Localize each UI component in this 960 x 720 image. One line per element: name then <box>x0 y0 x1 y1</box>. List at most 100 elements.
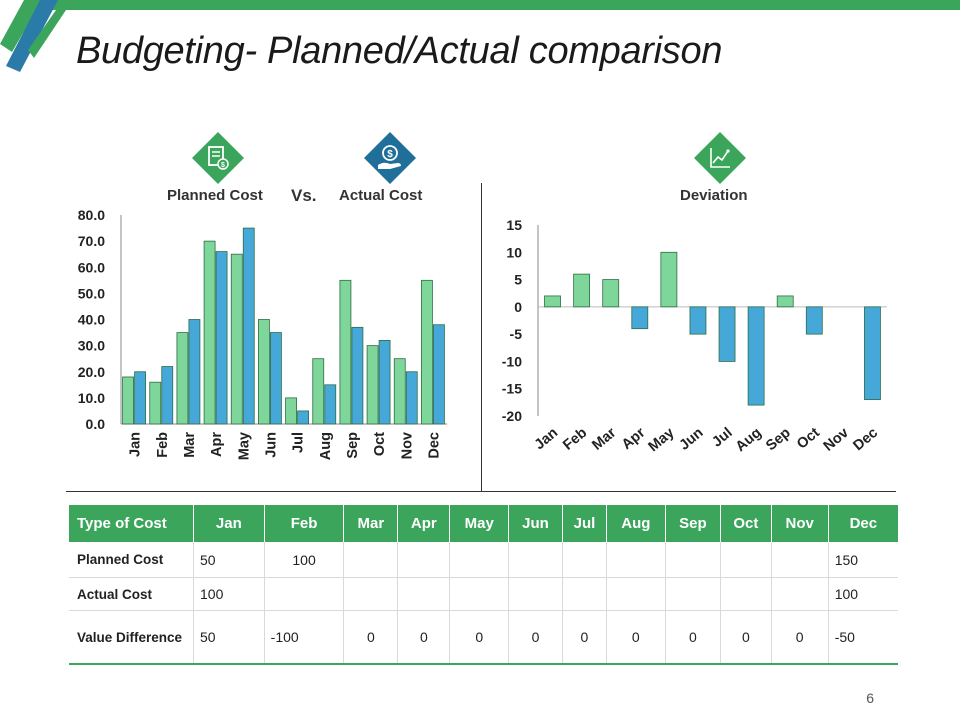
x-tick-label: Jun <box>263 432 279 458</box>
table-cell: 0 <box>397 610 451 665</box>
planned-cost-bar <box>230 253 243 425</box>
actual-cost-bar <box>324 384 337 425</box>
table-cell: 0 <box>508 610 563 665</box>
y-tick-label: 70.0 <box>78 233 105 249</box>
table-cell <box>508 542 563 578</box>
actual-cost-bar <box>161 366 174 425</box>
y-tick-label: -5 <box>510 326 523 342</box>
table-header-month: Feb <box>264 505 345 542</box>
planned-cost-bar <box>421 279 433 425</box>
vs-caption: Vs. <box>291 186 317 205</box>
table-cell <box>720 577 772 611</box>
actual-cost-bar <box>134 371 146 425</box>
y-tick-label: 0 <box>514 299 522 315</box>
y-tick-label: 80.0 <box>78 207 105 223</box>
x-tick-label: Mar <box>589 425 619 454</box>
invoice-dollar-icon: $ <box>192 132 244 184</box>
x-tick-label: Oct <box>794 425 823 453</box>
y-tick-label: 20.0 <box>78 364 105 380</box>
table-cell <box>606 542 666 578</box>
page-number: 6 <box>866 690 874 706</box>
x-tick-label: Feb <box>560 425 590 454</box>
table-cell <box>606 577 666 611</box>
table-cell <box>720 542 772 578</box>
y-tick-label: -10 <box>502 353 522 369</box>
table-header-type: Type of Cost <box>69 505 194 542</box>
planned-cost-bar <box>203 240 216 425</box>
header-decoration <box>0 0 960 72</box>
y-tick-label: 0.0 <box>86 416 106 432</box>
x-tick-label: Jul <box>291 432 307 453</box>
y-tick-label: -20 <box>502 408 522 424</box>
table-cell: -100 <box>264 610 345 665</box>
actual-cost-bar <box>351 326 364 425</box>
planned-cost-bar <box>122 376 134 425</box>
header-blue-stripe <box>6 0 58 72</box>
x-tick-label: Apr <box>619 425 649 454</box>
y-tick-label: 60.0 <box>78 259 105 275</box>
table-header-month: Mar <box>343 505 399 542</box>
table-row: Actual Cost 100 100 <box>69 577 898 611</box>
table-row-label: Planned Cost <box>69 542 194 578</box>
x-tick-label: Jul <box>709 425 735 451</box>
x-tick-label: Oct <box>372 432 388 456</box>
table-cell: 150 <box>828 542 898 578</box>
page-title: Budgeting- Planned/Actual comparison <box>76 30 723 72</box>
y-tick-label: 10 <box>506 244 522 260</box>
table-cell: 0 <box>343 610 399 665</box>
deviation-bar <box>776 295 794 308</box>
x-tick-label: Aug <box>733 425 765 455</box>
planned-cost-bar <box>393 358 406 425</box>
svg-text:$: $ <box>221 162 225 169</box>
svg-text:$: $ <box>387 149 393 160</box>
y-tick-label: 15 <box>506 217 522 233</box>
deviation-bar <box>602 279 620 308</box>
table-header-month: Aug <box>606 505 666 542</box>
deviation-bar <box>631 306 649 330</box>
table-cell <box>665 577 722 611</box>
table-row: Value Difference 50 -100 0 0 0 0 0 0 0 0 0 -50 <box>69 610 898 665</box>
table-cell: 0 <box>562 610 608 665</box>
planned-cost-bar <box>312 358 325 425</box>
table-cell: 0 <box>771 610 829 665</box>
x-tick-label: Sep <box>763 425 794 454</box>
horizontal-divider <box>66 491 896 492</box>
table-cell <box>343 577 399 611</box>
actual-cost-bar <box>297 410 309 425</box>
deviation-bar <box>864 306 881 401</box>
table-cell <box>264 577 345 611</box>
deviation-caption: Deviation <box>680 187 748 204</box>
header-green-stripe <box>0 0 42 52</box>
table-row-label: Value Difference <box>69 610 194 665</box>
actual-cost-bar <box>242 227 255 425</box>
deviation-bar <box>747 306 765 406</box>
table-cell: 0 <box>606 610 666 665</box>
actual-cost-bar <box>215 251 228 425</box>
deviation-bar <box>544 295 561 308</box>
y-tick-label: 10.0 <box>78 390 105 406</box>
table-cell <box>397 577 451 611</box>
table-cell <box>343 542 399 578</box>
y-tick-label: 40.0 <box>78 312 105 328</box>
table-cell <box>665 542 722 578</box>
actual-cost-caption: Actual Cost <box>339 187 423 204</box>
x-tick-label: Feb <box>155 432 171 458</box>
x-tick-label: Jun <box>676 425 706 454</box>
header-green-bar <box>42 0 960 10</box>
table-header-month: May <box>449 505 510 542</box>
table-row-label: Actual Cost <box>69 577 194 611</box>
x-tick-label: May <box>236 432 252 460</box>
table-cell: 100 <box>264 542 345 578</box>
y-tick-label: -15 <box>502 381 522 397</box>
header-green-stripe-2 <box>28 10 66 58</box>
actual-cost-bar <box>378 339 391 425</box>
x-tick-label: Sep <box>345 432 361 459</box>
x-tick-label: Nov <box>399 432 415 459</box>
table-cell <box>397 542 451 578</box>
x-tick-label: Jan <box>128 432 144 457</box>
table-header-month: Oct <box>720 505 772 542</box>
planned-cost-bar <box>366 345 379 425</box>
planned-cost-bar <box>149 381 162 425</box>
deviation-bar <box>660 251 678 308</box>
